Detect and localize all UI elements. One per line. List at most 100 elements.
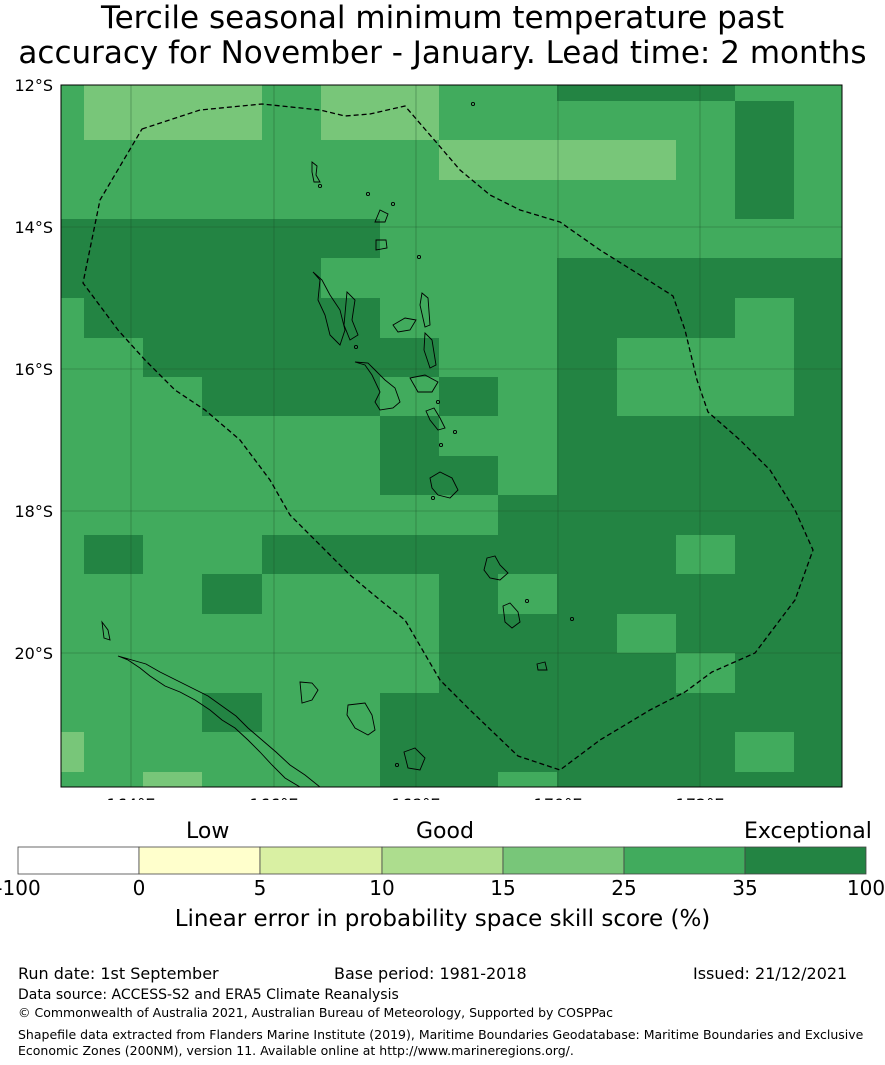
skill-cell [262,535,322,575]
skill-cell [84,258,144,299]
skill-cell [498,614,558,654]
skill-cell [380,574,440,615]
skill-cell [617,772,677,788]
lon-label: 164°E [107,795,156,800]
lon-label: 168°E [392,795,441,800]
skill-cell [794,258,843,299]
island-outline [403,747,426,771]
lon-label: 170°E [534,795,583,800]
skill-cell [498,85,558,102]
skill-cell [84,219,144,259]
skill-cell [794,732,843,773]
skill-cell [61,180,85,220]
skill-cell [143,535,203,575]
skill-cell [557,693,618,733]
skill-cell [794,653,843,694]
skill-cell [439,732,499,773]
skill-cell [143,180,203,220]
skill-cell [202,298,263,339]
skill-cell [439,456,499,496]
skill-cell [557,416,618,457]
skill-cell [84,85,144,102]
skill-cell [262,338,322,378]
skill-cell [676,772,736,788]
skill-cell [439,85,499,102]
skill-cell [202,140,263,181]
skill-cell [498,535,558,575]
skill-cell [380,456,440,496]
skill-cell [676,377,736,417]
skill-cell [262,614,322,654]
island-outline [429,471,459,499]
map-title-line2: accuracy for November - January. Lead ti… [18,35,867,71]
skill-cell [202,772,263,788]
shapefile-credit-line1: Shapefile data extracted from Flanders M… [18,1027,864,1042]
colorbar-segment [138,846,261,875]
skill-cell [262,416,322,457]
skill-cell [439,258,499,299]
skill-cell [735,456,795,496]
map-frame [60,84,843,788]
skill-cell [262,180,322,220]
skill-cell [84,653,144,694]
skill-cell [143,416,203,457]
skill-cell [61,416,85,457]
skill-cell [143,772,203,788]
island-outline [354,361,401,411]
skill-cell [61,574,85,615]
longitude-labels: 164°E 166°E 168°E 170°E 172°E [107,795,725,800]
skill-cell [61,258,85,299]
skill-cell [321,85,381,102]
islet-outline [452,429,458,435]
skill-cell [794,180,843,220]
skill-cell [735,338,795,378]
skill-cell [498,574,558,615]
skill-cell [498,377,558,417]
island-outline [101,620,111,641]
islet-outline [416,254,422,260]
skill-cell [735,377,795,417]
skill-cell [143,653,203,694]
skill-cell [61,85,85,102]
skill-cell [380,298,440,339]
skill-cell [557,338,618,378]
skill-cell [735,693,795,733]
skill-cell [735,653,795,694]
colorbar-tick: 100 [846,876,885,900]
shapefile-credit-line2: Economic Zones (200NM), version 11. Avai… [18,1043,574,1058]
skill-cell [498,495,558,536]
skill-cell [143,101,203,141]
skill-cell [498,298,558,339]
skill-cell [794,377,843,417]
skill-cell [617,495,677,536]
skill-cell [439,693,499,733]
skill-cell [676,732,736,773]
skill-cell [735,140,795,181]
skill-cell [617,377,677,417]
skill-cell [617,219,677,259]
skill-cell [61,456,85,496]
skill-cell [84,535,144,575]
skill-cell [439,338,499,378]
skill-cell [61,693,85,733]
skill-cell [498,456,558,496]
skill-cell [794,614,843,654]
skill-cell [321,574,381,615]
islet-outline [569,616,575,622]
skill-cell [321,693,381,733]
lat-label: 12°S [14,76,53,95]
data-source: Data source: ACCESS-S2 and ERA5 Climate … [18,987,399,1003]
skill-cell [143,140,203,181]
skill-cell [84,180,144,220]
skill-cell [143,85,203,102]
skill-cell [794,574,843,615]
skill-cell [498,258,558,299]
skill-cell [321,377,381,417]
skill-cell [84,574,144,615]
skill-cell [61,101,85,141]
skill-cell [202,219,263,259]
skill-cell [321,101,381,141]
category-low: Low [186,819,230,844]
skill-cell [321,219,381,259]
skill-cell [143,298,203,339]
